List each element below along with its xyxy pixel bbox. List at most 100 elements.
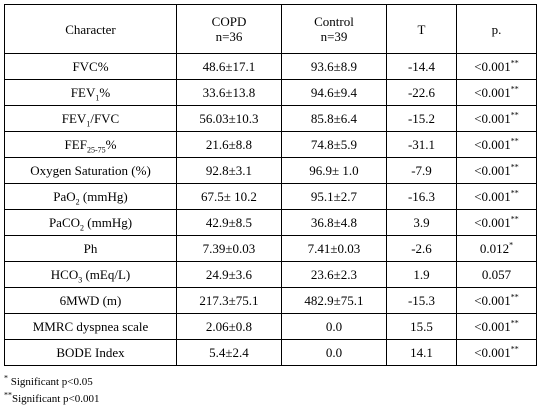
p-value: <0.001 (474, 59, 511, 74)
t-cell: 14.1 (386, 339, 457, 366)
header-t: T (386, 4, 457, 54)
control-cell: 94.6±9.4 (281, 79, 387, 106)
p-cell: <0.001** (456, 209, 537, 236)
significance-mark: ** (510, 136, 519, 146)
character-name: MMRC dyspnea scale (32, 319, 149, 334)
p-value: <0.001 (474, 215, 511, 230)
table-row: 6MWD (m) 217.3±75.1 482.9±75.1 -15.3 <0.001*… (4, 287, 537, 314)
character-cell: FVC% (4, 53, 177, 80)
p-cell: <0.001** (456, 53, 537, 80)
control-cell: 0.0 (281, 313, 387, 340)
control-cell: 85.8±6.4 (281, 105, 387, 132)
copd-cell: 21.6±8.8 (176, 131, 282, 158)
control-cell: 95.1±2.7 (281, 183, 387, 210)
footnotes: * Significant p<0.05 **Significant p<0.0… (4, 374, 99, 408)
p-value: <0.001 (474, 137, 511, 152)
character-name: FEF (64, 137, 87, 152)
control-cell: 96.9± 1.0 (281, 157, 387, 184)
significance-mark: ** (510, 214, 519, 224)
control-cell: 0.0 (281, 339, 387, 366)
character-name: Oxygen Saturation (%) (30, 163, 151, 178)
character-suffix: % (99, 85, 111, 100)
header-copd-n: n=36 (215, 29, 243, 44)
character-subscript: 2 (75, 197, 80, 207)
character-name: HCO (50, 267, 79, 282)
character-cell: FEV1% (4, 79, 177, 106)
copd-cell: 67.5± 10.2 (176, 183, 282, 210)
footnote-mark: * (4, 373, 8, 383)
header-p: p. (456, 4, 537, 54)
footnote-text: Significant p<0.001 (12, 393, 100, 405)
character-suffix: /FVC (90, 111, 120, 126)
p-cell: 0.012* (456, 235, 537, 262)
t-cell: -15.3 (386, 287, 457, 314)
footnote-mark: ** (4, 390, 12, 400)
table-row: FEF25-75% 21.6±8.8 74.8±5.9 -31.1 <0.001** (4, 131, 537, 158)
character-cell: 6MWD (m) (4, 287, 177, 314)
significance-mark: ** (510, 318, 519, 328)
p-value: <0.001 (474, 293, 511, 308)
header-row: Character COPD n=36 Control n=39 T p. (4, 4, 537, 54)
character-cell: Oxygen Saturation (%) (4, 157, 177, 184)
character-suffix: (mEq/L) (82, 267, 131, 282)
header-t-label: T (417, 21, 426, 37)
p-value: <0.001 (474, 345, 511, 360)
header-control-n: n=39 (320, 29, 348, 44)
character-cell: PaO2 (mmHg) (4, 183, 177, 210)
table-row: Ph 7.39±0.03 7.41±0.03 -2.6 0.012* (4, 235, 537, 262)
significance-mark: ** (510, 110, 519, 120)
copd-cell: 2.06±0.8 (176, 313, 282, 340)
copd-cell: 42.9±8.5 (176, 209, 282, 236)
header-character: Character (4, 4, 177, 54)
significance-mark: * (509, 240, 514, 250)
character-name: 6MWD (m) (59, 293, 122, 308)
t-cell: -16.3 (386, 183, 457, 210)
table-row: HCO3 (mEq/L) 24.9±3.6 23.6±2.3 1.9 0.057 (4, 261, 537, 288)
character-subscript: 3 (78, 275, 83, 285)
p-cell: <0.001** (456, 157, 537, 184)
p-value: 0.057 (481, 267, 512, 282)
character-name: PaCO (48, 215, 81, 230)
header-control: Control n=39 (281, 4, 387, 54)
t-cell: -31.1 (386, 131, 457, 158)
character-name: FVC% (72, 59, 109, 74)
header-character-label: Character (65, 21, 116, 37)
p-cell: <0.001** (456, 313, 537, 340)
significance-mark: ** (510, 162, 519, 172)
p-cell: <0.001** (456, 105, 537, 132)
character-subscript: 25-75 (86, 145, 106, 155)
character-name: Ph (83, 241, 98, 256)
table-row: PaO2 (mmHg) 67.5± 10.2 95.1±2.7 -16.3 <0.001… (4, 183, 537, 210)
control-cell: 7.41±0.03 (281, 235, 387, 262)
copd-cell: 7.39±0.03 (176, 235, 282, 262)
p-value: <0.001 (474, 163, 511, 178)
control-cell: 74.8±5.9 (281, 131, 387, 158)
p-value: <0.001 (474, 111, 511, 126)
t-cell: -22.6 (386, 79, 457, 106)
copd-cell: 5.4±2.4 (176, 339, 282, 366)
p-value: 0.012 (479, 241, 510, 256)
significance-mark: ** (510, 188, 519, 198)
table-row: FVC% 48.6±17.1 93.6±8.9 -14.4 <0.001** (4, 53, 537, 80)
copd-cell: 217.3±75.1 (176, 287, 282, 314)
significance-mark: ** (510, 84, 519, 94)
footnote-text: Significant p<0.05 (8, 376, 93, 388)
character-name: PaO (53, 189, 76, 204)
character-name: BODE Index (56, 345, 125, 360)
significance-mark: ** (510, 292, 519, 302)
t-cell: -15.2 (386, 105, 457, 132)
table-row: MMRC dyspnea scale 2.06±0.8 0.0 15.5 <0.001*… (4, 313, 537, 340)
copd-cell: 92.8±3.1 (176, 157, 282, 184)
p-value: <0.001 (474, 85, 511, 100)
p-cell: <0.001** (456, 131, 537, 158)
table-row: FEV1/FVC 56.03±10.3 85.8±6.4 -15.2 <0.001** (4, 105, 537, 132)
character-suffix: % (105, 137, 117, 152)
p-cell: <0.001** (456, 79, 537, 106)
control-cell: 23.6±2.3 (281, 261, 387, 288)
p-value: <0.001 (474, 189, 511, 204)
character-cell: PaCO2 (mmHg) (4, 209, 177, 236)
p-cell: <0.001** (456, 287, 537, 314)
character-subscript: 2 (80, 223, 85, 233)
table-row: BODE Index 5.4±2.4 0.0 14.1 <0.001** (4, 339, 537, 366)
